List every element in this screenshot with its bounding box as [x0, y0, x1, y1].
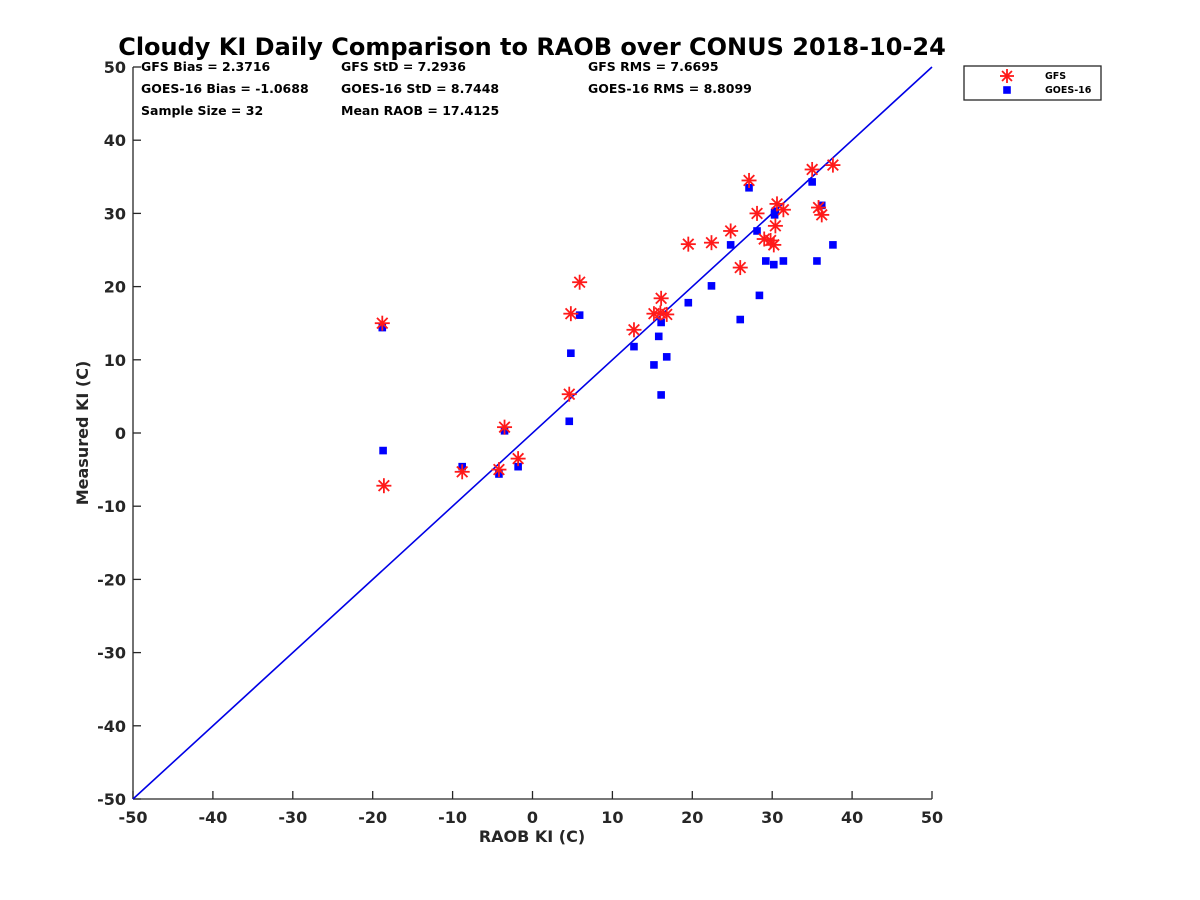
chart-title: Cloudy KI Daily Comparison to RAOB over … [118, 33, 946, 61]
legend-gfs-marker [1000, 69, 1014, 83]
y-tick-label: 10 [104, 351, 126, 370]
gfs-point [376, 478, 392, 494]
x-tick-label: -10 [438, 808, 467, 827]
legend: GFS GOES-16 [963, 65, 1102, 101]
goes16-point [771, 207, 780, 216]
goes16-point [736, 315, 745, 324]
x-tick-label: 40 [841, 808, 863, 827]
gfs-point [749, 205, 765, 221]
goes16-point [753, 227, 761, 235]
gfs-point [766, 237, 782, 253]
y-tick-label: 0 [115, 424, 126, 443]
y-axis-label: Measured KI (C) [73, 361, 92, 506]
goes16-point [707, 282, 716, 290]
stat-text: GOES-16 Bias = -1.0688 [141, 81, 309, 96]
goes16-point [808, 178, 816, 186]
goes16-point [657, 318, 665, 327]
gfs-point [491, 462, 507, 478]
goes16-point [762, 257, 770, 265]
gfs-point [732, 260, 748, 276]
goes16-point [575, 311, 584, 319]
goes16-point [567, 349, 575, 358]
goes16-point [514, 462, 522, 471]
gfs-point [572, 274, 588, 290]
gfs-point [723, 223, 739, 239]
goes16-point [565, 417, 574, 426]
x-tick-label: -50 [119, 808, 148, 827]
gfs-point [563, 306, 579, 322]
stat-text: GFS RMS = 7.6695 [588, 59, 719, 74]
x-tick-label: -20 [358, 808, 387, 827]
gfs-point [680, 236, 696, 252]
stat-text: GOES-16 RMS = 8.8099 [588, 81, 752, 96]
y-tick-label: -40 [97, 717, 126, 736]
stat-text: Sample Size = 32 [141, 103, 263, 118]
gfs-point [825, 157, 841, 173]
gfs-point [374, 315, 390, 331]
gfs-point [653, 290, 669, 306]
x-tick-label: 30 [761, 808, 783, 827]
goes16-point [654, 332, 663, 341]
gfs-point [659, 306, 675, 322]
y-tick-label: -20 [97, 570, 126, 589]
y-tick-label: 40 [104, 131, 126, 150]
stat-text: Mean RAOB = 17.4125 [341, 103, 499, 118]
plot-area: -50 -40 -30 -20 -10 0 10 20 30 40 50 50 40 30 20 10 0 -10… [97, 58, 943, 827]
gfs-point [804, 161, 820, 177]
y-tick-label: 30 [104, 204, 126, 223]
x-axis-label: RAOB KI (C) [479, 827, 585, 846]
goes16-point [779, 257, 788, 265]
y-tick-label: -50 [97, 790, 126, 809]
x-tick-label: 10 [601, 808, 623, 827]
gfs-point [626, 322, 642, 338]
stat-text: GFS Bias = 2.3716 [141, 59, 271, 74]
goes16-point [726, 241, 735, 249]
goes16-point [769, 260, 778, 269]
legend-box [963, 65, 1102, 101]
goes16-point [650, 361, 658, 369]
goes16-point [684, 298, 693, 307]
gfs-point [741, 172, 757, 188]
legend-goes16-marker [1003, 86, 1011, 94]
gfs-point [510, 451, 526, 467]
y-tick-label: 50 [104, 58, 126, 77]
gfs-point [561, 386, 577, 402]
gfs-point [814, 207, 830, 223]
goes16-point [630, 342, 638, 351]
goes16-point [813, 257, 821, 265]
stat-text: GFS StD = 7.2936 [341, 59, 466, 74]
goes16-point [657, 391, 665, 399]
y-tick-label: -10 [97, 497, 126, 516]
x-tick-label: 0 [527, 808, 538, 827]
gfs-point [775, 202, 791, 218]
legend-goes16-label: GOES-16 [1045, 85, 1092, 96]
x-tick-label: -30 [278, 808, 307, 827]
stat-text: GOES-16 StD = 8.7448 [341, 81, 499, 96]
x-tick-label: 20 [681, 808, 703, 827]
one-to-one-line [132, 66, 933, 800]
goes16-point [829, 241, 837, 249]
x-tick-label: -40 [198, 808, 227, 827]
gfs-point [811, 200, 827, 216]
y-tick-label: 20 [104, 278, 126, 297]
gfs-point [497, 419, 513, 435]
gfs-point [703, 235, 719, 251]
goes16-point [662, 353, 671, 361]
legend-gfs-label: GFS [1045, 71, 1066, 82]
stats-block: GFS Bias = 2.3716 GFS StD = 7.2936 GFS RMS… [141, 59, 752, 118]
x-tick-label: 50 [921, 808, 943, 827]
goes16-point [379, 446, 387, 455]
gfs-point [454, 464, 470, 480]
gfs-point [767, 218, 783, 234]
goes16-point [755, 291, 764, 300]
y-tick-label: -30 [97, 644, 126, 663]
